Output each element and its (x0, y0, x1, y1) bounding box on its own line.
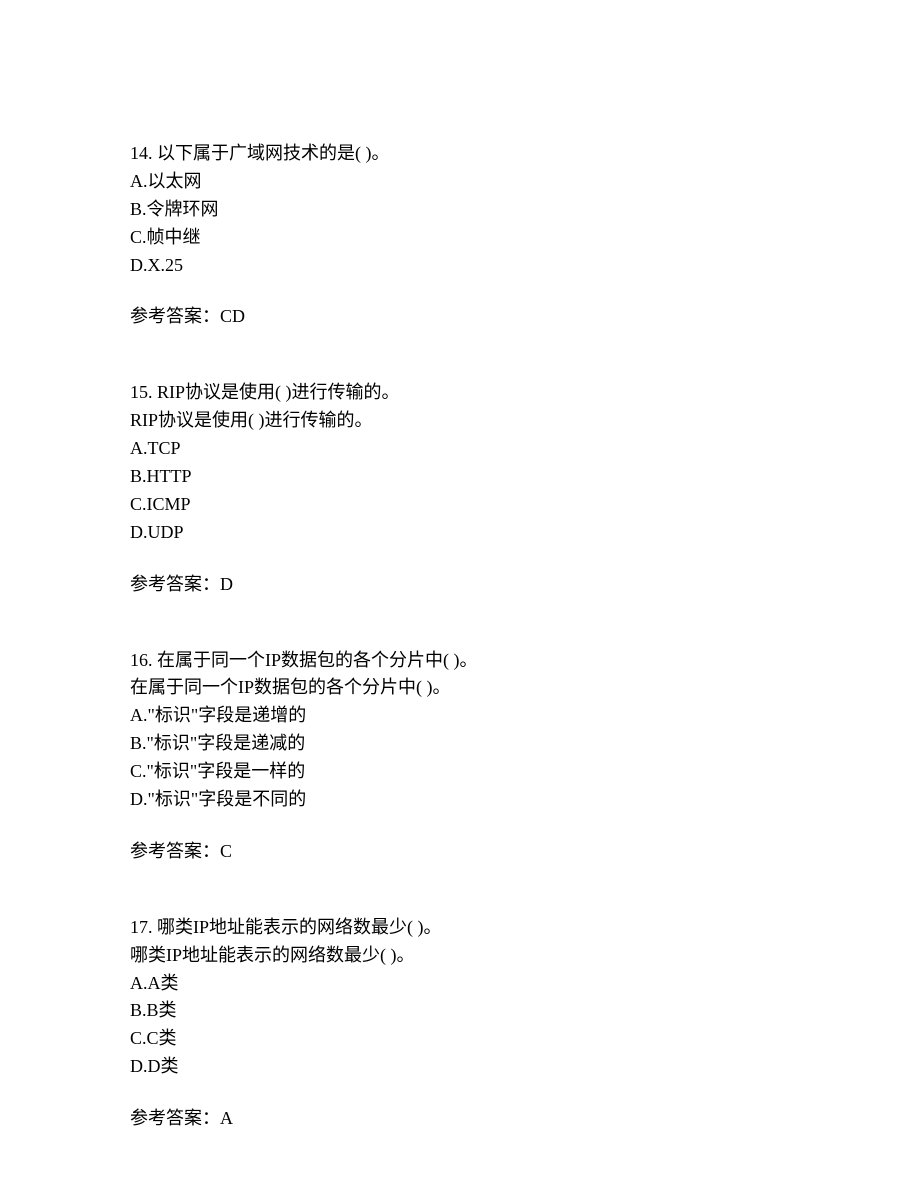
question-stem-repeat: 在属于同一个IP数据包的各个分片中( )。 (130, 674, 790, 702)
question-option: D."标识"字段是不同的 (130, 786, 790, 814)
question-answer: 参考答案：D (130, 571, 790, 599)
question-stem: 16. 在属于同一个IP数据包的各个分片中( )。 (130, 647, 790, 675)
question-option: B."标识"字段是递减的 (130, 730, 790, 758)
question-answer: 参考答案：A (130, 1105, 790, 1133)
question-answer: 参考答案：CD (130, 303, 790, 331)
question-option: D.UDP (130, 519, 790, 547)
question-option: A.TCP (130, 435, 790, 463)
question-stem-repeat: 哪类IP地址能表示的网络数最少( )。 (130, 942, 790, 970)
question-option: A."标识"字段是递增的 (130, 702, 790, 730)
question-15: 15. RIP协议是使用( )进行传输的。 RIP协议是使用( )进行传输的。 … (130, 379, 790, 598)
question-option: C."标识"字段是一样的 (130, 758, 790, 786)
question-stem: 15. RIP协议是使用( )进行传输的。 (130, 379, 790, 407)
question-14: 14. 以下属于广域网技术的是( )。 A.以太网 B.令牌环网 C.帧中继 D… (130, 140, 790, 331)
question-option: C.ICMP (130, 491, 790, 519)
question-stem-repeat: RIP协议是使用( )进行传输的。 (130, 407, 790, 435)
question-option: D.D类 (130, 1053, 790, 1081)
question-answer: 参考答案：C (130, 838, 790, 866)
question-option: A.以太网 (130, 168, 790, 196)
question-option: B.令牌环网 (130, 196, 790, 224)
question-option: D.X.25 (130, 252, 790, 280)
question-option: A.A类 (130, 970, 790, 998)
question-17: 17. 哪类IP地址能表示的网络数最少( )。 哪类IP地址能表示的网络数最少(… (130, 914, 790, 1133)
question-option: B.B类 (130, 997, 790, 1025)
question-option: C.帧中继 (130, 224, 790, 252)
question-16: 16. 在属于同一个IP数据包的各个分片中( )。 在属于同一个IP数据包的各个… (130, 647, 790, 866)
question-option: B.HTTP (130, 463, 790, 491)
question-option: C.C类 (130, 1025, 790, 1053)
question-stem: 17. 哪类IP地址能表示的网络数最少( )。 (130, 914, 790, 942)
question-stem: 14. 以下属于广域网技术的是( )。 (130, 140, 790, 168)
